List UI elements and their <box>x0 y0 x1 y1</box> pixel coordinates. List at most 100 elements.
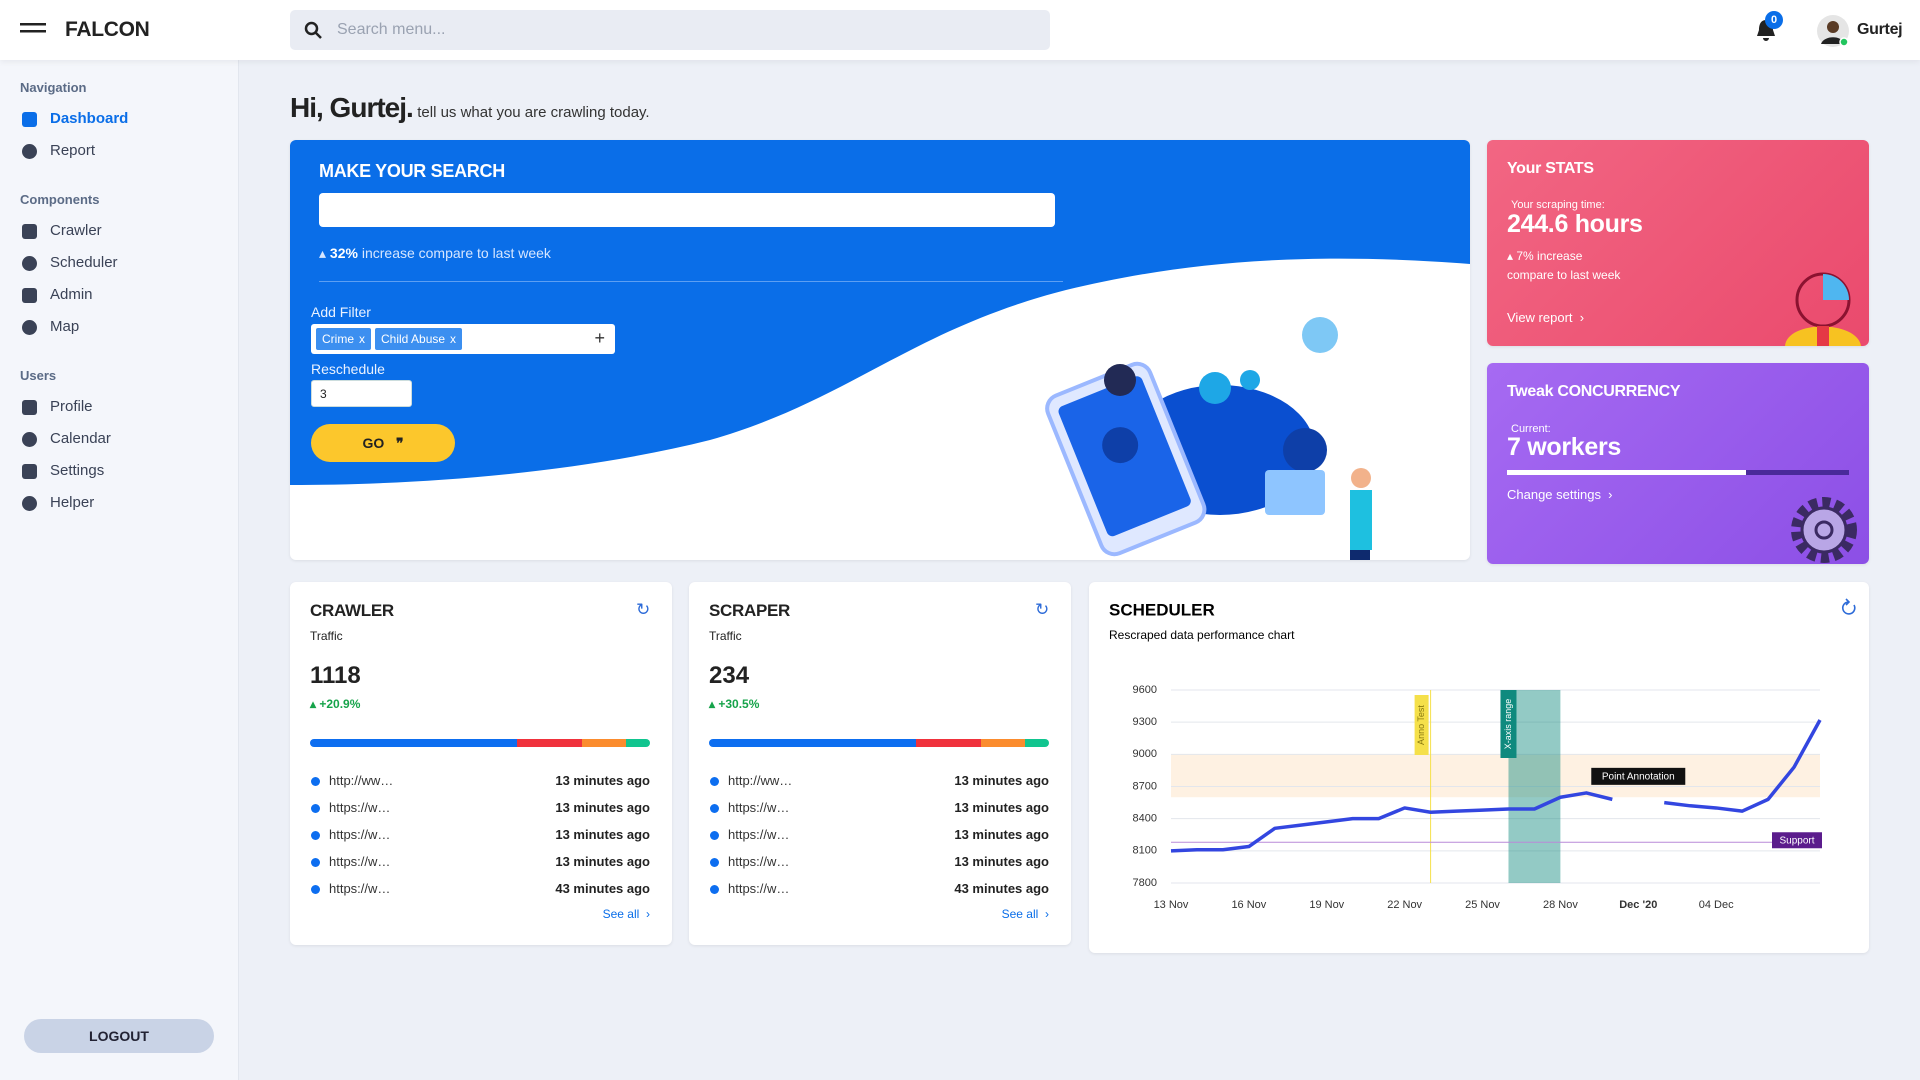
item-url[interactable]: https://w… <box>728 854 790 869</box>
tag-remove[interactable]: x <box>359 332 365 346</box>
reschedule-input[interactable]: 3 <box>311 380 412 407</box>
item-url[interactable]: https://w… <box>329 800 391 815</box>
concurrency-card: Tweak CONCURRENCY Current: 7 workers Cha… <box>1487 363 1869 564</box>
stats-change-text: compare to last week <box>1507 268 1621 282</box>
stats-card: Your STATS Your scraping time: 244.6 hou… <box>1487 140 1869 346</box>
item-url[interactable]: http://ww… <box>728 773 793 788</box>
support-label: Support <box>1779 835 1814 846</box>
nav-item[interactable]: Report <box>50 142 96 159</box>
point-annotation-label: Point Annotation <box>1602 771 1675 782</box>
nav-item[interactable]: Calendar <box>50 430 111 447</box>
x-tick-label: 04 Dec <box>1699 899 1734 911</box>
item-time: 43 minutes ago <box>555 881 650 896</box>
item-time: 13 minutes ago <box>555 800 650 815</box>
traffic-segment <box>310 739 518 747</box>
nav-item[interactable]: Settings <box>50 462 105 479</box>
nav-item[interactable]: Crawler <box>50 222 102 239</box>
refresh-icon[interactable]: ↻ <box>636 600 651 619</box>
point-annotation-box <box>1591 767 1686 785</box>
item-url[interactable]: https://w… <box>728 800 790 815</box>
search-card: MAKE YOUR SEARCH ▴ 32% increase compare … <box>290 140 1470 560</box>
filter-tag[interactable]: Child Abuse x <box>375 328 463 350</box>
item-time: 13 minutes ago <box>555 773 650 788</box>
menu-icon[interactable] <box>20 20 46 40</box>
concurrency-link-label: Change settings <box>1507 487 1601 502</box>
search-input[interactable] <box>319 193 1055 227</box>
nav-item[interactable]: Helper <box>50 494 95 511</box>
scheduler-subtitle: Rescraped data performance chart <box>1109 628 1295 642</box>
nav-heading: Components <box>20 192 100 207</box>
x-range-band <box>1508 690 1561 883</box>
nav-item[interactable]: Profile <box>50 398 93 415</box>
nav-item[interactable]: Scheduler <box>50 254 118 271</box>
y-tick-label: 7800 <box>1133 877 1157 889</box>
reschedule-label: Reschedule <box>311 361 385 377</box>
traffic-card: CRAWLER ↻ Traffic 1118 ▴ +20.9% http://ww… 13 … <box>290 582 672 945</box>
avatar[interactable] <box>1816 14 1850 48</box>
change-value: 32% <box>329 245 358 261</box>
item-url[interactable]: https://w… <box>329 827 391 842</box>
item-dot <box>710 885 719 894</box>
x-range-tag <box>1500 690 1517 758</box>
y-tick-label: 8100 <box>1133 845 1157 857</box>
card-change-value: +30.5% <box>718 697 760 711</box>
filter-tag[interactable]: Crime x <box>316 328 371 350</box>
y-tick-label: 9000 <box>1133 748 1157 760</box>
item-time: 13 minutes ago <box>555 827 650 842</box>
item-time: 13 minutes ago <box>954 827 1049 842</box>
search-change: ▴ 32% increase compare to last week <box>319 245 551 261</box>
item-time: 13 minutes ago <box>954 800 1049 815</box>
item-dot <box>710 804 719 813</box>
item-url[interactable]: https://w… <box>329 854 391 869</box>
logout-button[interactable]: LOGOUT <box>24 1019 214 1053</box>
x-tick-label: 16 Nov <box>1231 899 1266 911</box>
nav-icon <box>22 464 37 479</box>
greeting-title: Hi, Gurtej. <box>290 92 414 123</box>
refresh-icon[interactable]: ↻ <box>1035 600 1050 619</box>
search-title: MAKE YOUR SEARCH <box>319 161 505 181</box>
item-url[interactable]: http://ww… <box>329 773 394 788</box>
nav-item[interactable]: Dashboard <box>50 110 129 127</box>
stats-link[interactable]: View report › <box>1507 310 1585 325</box>
stats-label: Your scraping time: <box>1511 199 1605 211</box>
nav-icon <box>22 144 37 159</box>
refresh-icon[interactable] <box>1841 598 1856 615</box>
topbar: FALCON Search menu... 0 Gurtej <box>0 0 1920 60</box>
support-tag <box>1772 832 1822 849</box>
nav-icon <box>22 320 37 335</box>
x-tick-label: Dec '20 <box>1619 899 1657 911</box>
nav-icon <box>22 112 37 127</box>
item-url[interactable]: https://w… <box>728 827 790 842</box>
item-url[interactable]: https://w… <box>728 881 790 896</box>
sidebar: LOGOUT Navigation Dashboard Report Componen… <box>0 60 239 1080</box>
x-tick-label: 25 Nov <box>1465 899 1500 911</box>
change-text: increase compare to last week <box>361 245 551 261</box>
search-box[interactable]: Search menu... <box>290 10 1050 50</box>
see-all-label: See all <box>602 907 640 921</box>
tag-text: Child Abuse <box>381 332 446 346</box>
filter-box[interactable]: + Crime x Child Abuse x <box>311 324 615 354</box>
item-dot <box>311 831 320 840</box>
go-button[interactable]: GO ❞ <box>311 424 455 462</box>
concurrency-value: 7 workers <box>1507 433 1622 461</box>
add-filter-icon[interactable]: + <box>594 328 605 348</box>
tag-text: Crime <box>322 332 354 346</box>
notification-badge: 0 <box>1765 11 1783 29</box>
card-value: 234 <box>709 662 750 689</box>
item-time: 13 minutes ago <box>954 854 1049 869</box>
see-all-link[interactable]: See all › <box>602 907 650 921</box>
x-tick-label: 13 Nov <box>1154 899 1189 911</box>
item-url[interactable]: https://w… <box>329 881 391 896</box>
traffic-segment <box>582 739 627 747</box>
card-title: CRAWLER <box>310 601 394 620</box>
stats-change-value: 7% increase <box>1516 249 1583 263</box>
data-line <box>1170 719 1822 853</box>
tag-remove[interactable]: x <box>450 332 457 346</box>
nav-item[interactable]: Admin <box>50 286 93 303</box>
divider <box>319 281 1063 282</box>
concurrency-link[interactable]: Change settings › <box>1507 487 1613 502</box>
nav-item[interactable]: Map <box>50 318 80 335</box>
traffic-segment <box>981 739 1026 747</box>
see-all-link[interactable]: See all › <box>1001 907 1049 921</box>
item-time: 13 minutes ago <box>954 773 1049 788</box>
